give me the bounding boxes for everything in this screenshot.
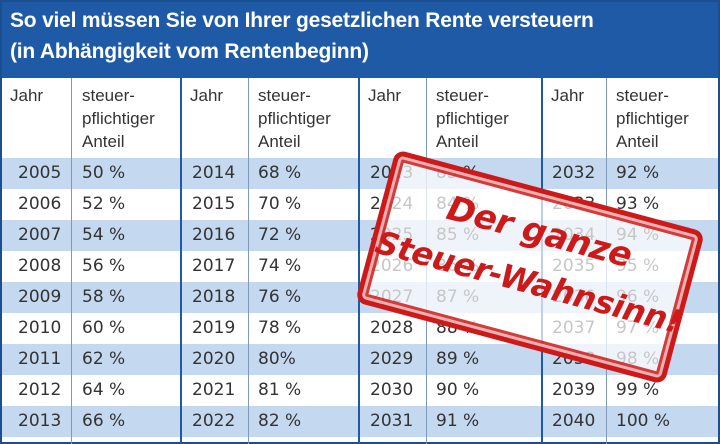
table-row: 2013 66 % 2022 82 % 2031 91 % 2040 100 % [2,406,718,437]
share-cell: 70 % [258,194,302,214]
title-line-1: So viel müssen Sie von Ihrer gesetzliche… [10,9,594,32]
year-cell: 2019 [192,318,236,338]
share-cell: 100 % [616,411,671,431]
year-cell: 2010 [18,318,62,338]
header-year-4: Jahr [551,86,585,105]
year-cell: 2029 [370,349,414,369]
share-cell: 76 % [258,287,302,307]
year-cell: 2007 [18,225,62,245]
year-cell: 2009 [18,287,62,307]
column-group-divider [180,78,182,444]
year-cell: 2040 [552,411,596,431]
year-cell: 2020 [192,349,236,369]
share-cell: 54 % [82,225,126,245]
year-cell: 2021 [192,380,236,400]
share-cell: 82 % [258,411,302,431]
table-row: 2012 64 % 2021 81 % 2030 90 % 2039 99 % [2,375,718,406]
share-cell: 93 % [616,194,660,214]
year-cell: 2013 [18,411,62,431]
header-year-1: Jahr [10,86,44,105]
year-cell: 2031 [370,411,414,431]
year-cell: 2011 [18,349,62,369]
share-cell: 64 % [82,380,126,400]
header-year-3: Jahr [368,86,402,105]
year-cell: 2005 [18,163,62,183]
header-year-2: Jahr [190,86,224,105]
year-cell: 2039 [552,380,596,400]
share-cell: 99 % [616,380,660,400]
year-cell: 2018 [192,287,236,307]
title-bar: So viel müssen Sie von Ihrer gesetzliche… [2,2,718,78]
table-header-row: Jahr steuer- pflichtiger Anteil Jahr ste… [2,78,718,159]
year-cell: 2014 [192,163,236,183]
share-cell: 89 % [436,349,480,369]
title-line-2: (in Abhängigkeit vom Rentenbeginn) [10,40,369,63]
share-cell: 52 % [82,194,126,214]
share-cell: 62 % [82,349,126,369]
year-cell: 2016 [192,225,236,245]
column-divider [71,78,72,444]
share-cell: 91 % [436,411,480,431]
share-cell: 78 % [258,318,302,338]
year-cell: 2028 [370,318,414,338]
year-cell: 2030 [370,380,414,400]
year-cell: 2022 [192,411,236,431]
share-cell: 56 % [82,256,126,276]
column-group-divider [358,78,360,444]
share-cell: 50 % [82,163,126,183]
year-cell: 2017 [192,256,236,276]
year-cell: 2008 [18,256,62,276]
year-cell: 2006 [18,194,62,214]
header-share-4: steuer- pflichtiger Anteil [616,86,689,151]
share-cell: 90 % [436,380,480,400]
column-divider [248,78,249,444]
share-cell: 72 % [258,225,302,245]
header-share-2: steuer- pflichtiger Anteil [258,86,331,151]
share-cell: 74 % [258,256,302,276]
header-share-3: steuer- pflichtiger Anteil [436,86,509,151]
share-cell: 92 % [616,163,660,183]
year-cell: 2012 [18,380,62,400]
year-cell: 2015 [192,194,236,214]
share-cell: 66 % [82,411,126,431]
share-cell: 58 % [82,287,126,307]
share-cell: 60 % [82,318,126,338]
share-cell: 81 % [258,380,302,400]
share-cell: 80% [258,349,296,369]
header-share-1: steuer- pflichtiger Anteil [82,86,155,151]
year-cell: 2032 [552,163,596,183]
share-cell: 68 % [258,163,302,183]
